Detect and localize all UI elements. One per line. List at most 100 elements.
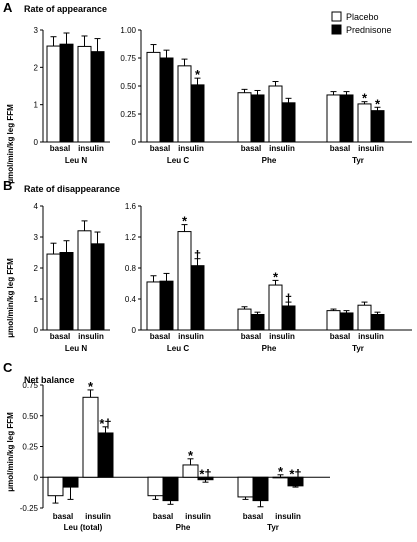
panel-b-leu-c-bar-prednisone-basal [159,280,174,331]
legend: Placebo Prednisone [331,11,392,35]
panel-a-shared-y-tick-label: 1.00 [120,26,136,35]
panel-c: C Net balance μmol/min/kg leg FFM -0.25 0… [3,360,330,532]
panel-c-phe-significance-mark: * [188,448,194,463]
panel-a-phe-bar-placebo-insulin [268,85,283,143]
panel-b-tyr-condition-label-basal: basal [330,332,350,341]
plot-area-c: -0.25 0 0.25 0.50 0.75 * *† basal insulin Leu (to… [20,379,330,532]
panel-a: A Rate of appearance μmol/min/kg leg FFM… [3,0,412,184]
panel-a-phe-condition-label-basal: basal [241,144,261,153]
panel-b-leu-n-bar-prednisone-basal [59,252,74,331]
panel-b-leu-n-y-tick-label: 2 [34,264,39,273]
panel-b-leu-n-y-tick-label: 3 [34,233,39,242]
panel-c-tyr-condition-label-basal: basal [243,512,263,521]
panel-b-group-label-leu-c: Leu C [167,344,189,353]
panel-b-leu-n-condition-label-insulin: insulin [78,332,104,341]
panel-c-leu-total-significance-mark: * [88,379,94,394]
panel-b-leu-c-condition-label-insulin: insulin [178,332,204,341]
panel-b-group-label-leu-n: Leu N [65,344,87,353]
panel-c-y-tick-label: 0.50 [22,412,38,421]
panel-a-leu-n-y-tick-label: 2 [34,63,39,72]
panel-a-leu-c-bar-prednisone-basal [159,57,174,143]
panel-b-group-label-tyr: Tyr [352,344,364,353]
panel-a-shared-y-tick-label: 0.75 [120,54,136,63]
legend-label-prednisone: Prednisone [346,25,392,35]
panel-b-leu-n-bar-placebo-insulin [77,230,92,331]
panel-c-tyr-bar-placebo-basal [237,476,254,498]
panel-c-phe-condition-label-insulin: insulin [185,512,211,521]
panel-a-phe-bar-prednisone-basal [250,94,265,143]
panel-b-leu-n-bar-placebo-basal [46,253,61,331]
panel-b-leu-c-significance-mark: * [182,214,188,229]
y-axis-label-b: μmol/min/kg leg FFM [6,258,15,338]
panel-b-leu-n-y-tick-label: 4 [34,202,39,211]
legend-label-placebo: Placebo [346,12,379,22]
panel-a-tyr-bar-prednisone-insulin [370,110,385,143]
panel-a-tyr-significance-mark: * [375,96,381,111]
panel-a-leu-n-bar-placebo-basal [46,45,61,143]
panel-a-leu-n-condition-label-insulin: insulin [78,144,104,153]
panel-b-leu-n-y-tick-label: 0 [34,326,39,335]
panel-c-y-tick-label: 0.75 [22,381,38,390]
panel-a-leu-c-bar-prednisone-insulin [190,84,205,143]
panel-b-tyr-bar-prednisone-insulin [370,314,385,331]
panel-b-shared-y-tick-label: 0 [132,326,137,335]
panel-title-b: Rate of disappearance [24,184,120,194]
panel-c-leu-total-group-label: Leu (total) [64,523,103,532]
panel-c-phe-bar-prednisone-basal [162,476,179,502]
panel-b: B Rate of disappearance μmol/min/kg leg … [3,178,412,353]
panel-c-y-tick-label: 0 [34,473,39,482]
panel-b-leu-n-condition-label-basal: basal [50,332,70,341]
panel-a-leu-n-y-tick-label: 3 [34,26,39,35]
panel-c-leu-total-bar-placebo-insulin [82,396,99,478]
panel-b-leu-c-bar-placebo-insulin [177,231,192,331]
panel-letter-a: A [3,0,13,15]
panel-a-tyr-significance-mark: * [362,91,368,106]
panel-b-tyr-condition-label-insulin: insulin [358,332,384,341]
panel-a-group-label-phe: Phe [262,156,277,165]
panel-a-leu-c-condition-label-basal: basal [150,144,170,153]
panel-b-tyr-bar-placebo-insulin [357,304,372,331]
panel-a-group-label-tyr: Tyr [352,156,364,165]
panel-a-leu-c-condition-label-insulin: insulin [178,144,204,153]
panel-c-leu-total-significance-mark: *† [99,416,111,431]
panel-b-shared-y-tick-label: 1.6 [125,202,137,211]
panel-title-a: Rate of appearance [24,4,107,14]
panel-b-group-label-phe: Phe [262,344,277,353]
panel-a-leu-c-bar-placebo-basal [146,51,161,143]
plot-area-a: 0 1 2 3 basal insulin Leu N 0 0.25 0.50 0.75 1.00 * b… [34,26,412,165]
panel-c-phe-condition-label-basal: basal [153,512,173,521]
panel-c-tyr-group-label: Tyr [267,523,279,532]
panel-a-leu-c-significance-mark: * [195,67,201,82]
legend-swatch-placebo [331,11,342,22]
y-axis-label-c: μmol/min/kg leg FFM [6,412,15,492]
panel-c-tyr-bar-prednisone-basal [252,476,269,502]
panel-c-phe-group-label: Phe [176,523,191,532]
panel-b-phe-significance-mark: † [285,291,292,306]
panel-b-tyr-bar-prednisone-basal [339,312,354,331]
panel-c-phe-bar-placebo-basal [147,476,164,497]
plot-area-b: 0 1 2 3 4 basal insulin Leu N 0 0.4 0.8 1.2 1.6 * † bas… [34,202,412,353]
panel-a-phe-condition-label-insulin: insulin [269,144,295,153]
panel-b-leu-c-significance-mark: † [194,248,201,263]
panel-c-leu-total-condition-label-insulin: insulin [85,512,111,521]
panel-b-phe-bar-prednisone-basal [250,314,265,331]
panel-b-phe-bar-prednisone-insulin [281,305,296,331]
panel-a-shared-y-tick-label: 0.50 [120,82,136,91]
panel-a-leu-n-condition-label-basal: basal [50,144,70,153]
panel-b-phe-condition-label-basal: basal [241,332,261,341]
panel-letter-c: C [3,360,13,375]
panel-b-leu-n-y-tick-label: 1 [34,295,39,304]
panel-b-phe-bar-placebo-insulin [268,284,283,331]
panel-c-y-tick-label: 0.25 [22,443,38,452]
panel-a-leu-n-y-tick-label: 1 [34,101,39,110]
panel-c-tyr-significance-mark: *† [289,466,301,481]
panel-c-y-tick-label: -0.25 [20,504,39,513]
panel-c-tyr-significance-mark: * [278,464,284,479]
panel-a-tyr-condition-label-basal: basal [330,144,350,153]
panel-b-leu-c-bar-placebo-basal [146,281,161,331]
panel-title-c: Net balance [24,375,75,385]
panel-c-phe-bar-placebo-insulin [182,464,199,478]
panel-a-leu-c-bar-placebo-insulin [177,65,192,143]
panel-b-phe-bar-placebo-basal [237,308,252,331]
